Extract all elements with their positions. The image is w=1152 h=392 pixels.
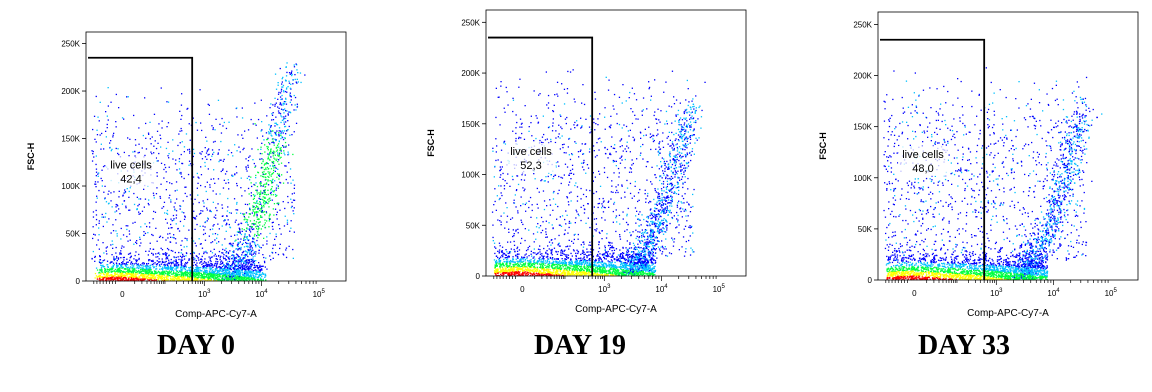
gate-name: live cells (902, 149, 944, 161)
x-tick-label: 105 (313, 289, 326, 299)
x-tick-label: 103 (990, 288, 1003, 298)
y-tick-label: 50K (66, 230, 81, 239)
x-tick-label: 103 (598, 284, 611, 294)
gate-label-bg (106, 156, 156, 187)
y-tick-label: 100K (61, 182, 80, 191)
plot-frame (485, 9, 747, 277)
y-tick-label: 200K (461, 69, 480, 78)
y-tick-label: 150K (61, 135, 80, 144)
density-plot-day-0: live cells 42,4 0 50K 100K 150K 200K 250K 0 103 10… (26, 31, 347, 320)
plot-frame (877, 11, 1139, 281)
x-tick-label: 105 (713, 284, 726, 294)
x-tick-label: 104 (655, 284, 668, 294)
density-plot-day-33: live cells 48,0 0 50K 100K 150K 200K 250K 0 103 10… (818, 11, 1139, 319)
live-cells-gate (880, 38, 986, 280)
x-axis-label: Comp-APC-Cy7-A (175, 309, 257, 320)
plot-panel-day-0: live cells 42,4 0 50K 100K 150K 200K 250K 0 103 10… (0, 0, 384, 392)
y-tick-label: 150K (853, 123, 872, 132)
gate-percent: 52,3 (520, 160, 541, 172)
y-tick-label: 50K (466, 221, 481, 230)
y-tick-label: 100K (853, 174, 872, 183)
x-tick-label: 104 (255, 289, 268, 299)
x-tick-label: 0 (520, 285, 525, 294)
y-tick-label: 150K (461, 120, 480, 129)
y-axis-label: FSC-H (818, 132, 828, 160)
y-tick-label: 50K (858, 225, 873, 234)
gate-label-bg (506, 143, 556, 173)
y-tick-label: 200K (853, 72, 872, 81)
x-axis-label: Comp-APC-Cy7-A (575, 304, 657, 315)
gate-name: live cells (510, 146, 552, 158)
y-tick-label: 100K (461, 171, 480, 180)
live-cells-gate (88, 56, 194, 281)
live-cells-gate (488, 36, 594, 276)
density-dots (883, 67, 1103, 281)
y-axis-label: FSC-H (26, 143, 36, 171)
gate-label-bg (898, 146, 948, 176)
x-tick-label: 104 (1047, 288, 1060, 298)
day-caption: DAY 0 (156, 330, 236, 361)
gate-percent: 48,0 (912, 163, 933, 175)
density-plot-day-19: live cells 52,3 0 50K 100K 150K 200K 250K 0 103 10… (426, 9, 747, 315)
y-tick-label: 250K (61, 40, 80, 49)
y-tick-label: 0 (868, 276, 873, 285)
y-tick-label: 0 (76, 277, 81, 286)
gate-percent: 42,4 (120, 174, 141, 186)
density-dots (91, 62, 306, 282)
y-tick-label: 250K (461, 18, 480, 27)
density-dots (491, 69, 706, 277)
gate-name: live cells (110, 160, 152, 172)
x-tick-label: 105 (1105, 288, 1118, 298)
x-tick-label: 0 (120, 290, 125, 299)
plot-panel-day-19: live cells 52,3 0 50K 100K 150K 200K 250K 0 103 10… (384, 0, 768, 392)
x-axis-label: Comp-APC-Cy7-A (967, 308, 1049, 319)
plot-panel-day-33: live cells 48,0 0 50K 100K 150K 200K 250K 0 103 10… (768, 0, 1152, 392)
x-tick-label: 103 (198, 289, 211, 299)
y-tick-label: 0 (476, 272, 481, 281)
y-tick-label: 200K (61, 87, 80, 96)
plot-frame (85, 31, 347, 282)
x-tick-label: 0 (912, 289, 917, 298)
day-caption: DAY 19 (533, 330, 627, 361)
y-axis-label: FSC-H (426, 129, 436, 157)
y-tick-label: 250K (853, 20, 872, 29)
day-caption: DAY 33 (917, 330, 1011, 361)
